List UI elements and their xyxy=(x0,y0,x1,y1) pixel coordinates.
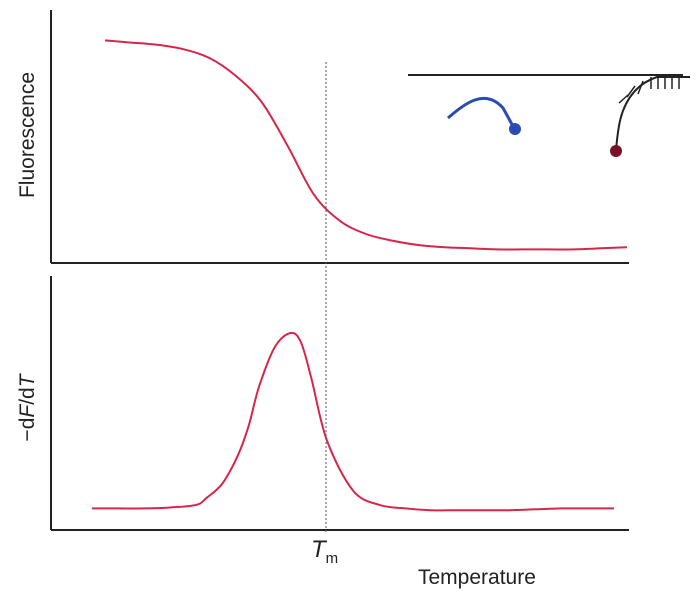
base-pair-ticks xyxy=(618,77,680,104)
derivative-f: F xyxy=(16,404,39,418)
bottom-series-line-0 xyxy=(92,331,614,512)
derivative-t: T xyxy=(16,374,39,388)
x-axis-title: Temperature xyxy=(418,566,536,589)
y-axis-title-derivative: −dF/dT xyxy=(16,374,40,441)
bottom-panel-axes xyxy=(50,276,629,531)
bottom-series-group xyxy=(92,331,614,512)
tm-sub: m xyxy=(325,550,339,567)
probe-schematic-inset xyxy=(408,74,690,157)
derivative-prefix: −d xyxy=(16,417,39,442)
top-series-group xyxy=(104,39,628,251)
free-probe-dot xyxy=(509,123,521,135)
tm-main: T xyxy=(311,536,326,563)
free-probe-strand xyxy=(447,96,516,129)
bound-probe-dot xyxy=(610,145,622,157)
bound-probe-strand xyxy=(615,76,690,151)
top-series-line-0 xyxy=(104,39,628,251)
y-axis-title-fluorescence: Fluorescence xyxy=(16,71,39,199)
top-panel-axes xyxy=(50,10,629,264)
tm-label: Tm xyxy=(311,536,338,567)
derivative-mid: /d xyxy=(16,387,39,405)
